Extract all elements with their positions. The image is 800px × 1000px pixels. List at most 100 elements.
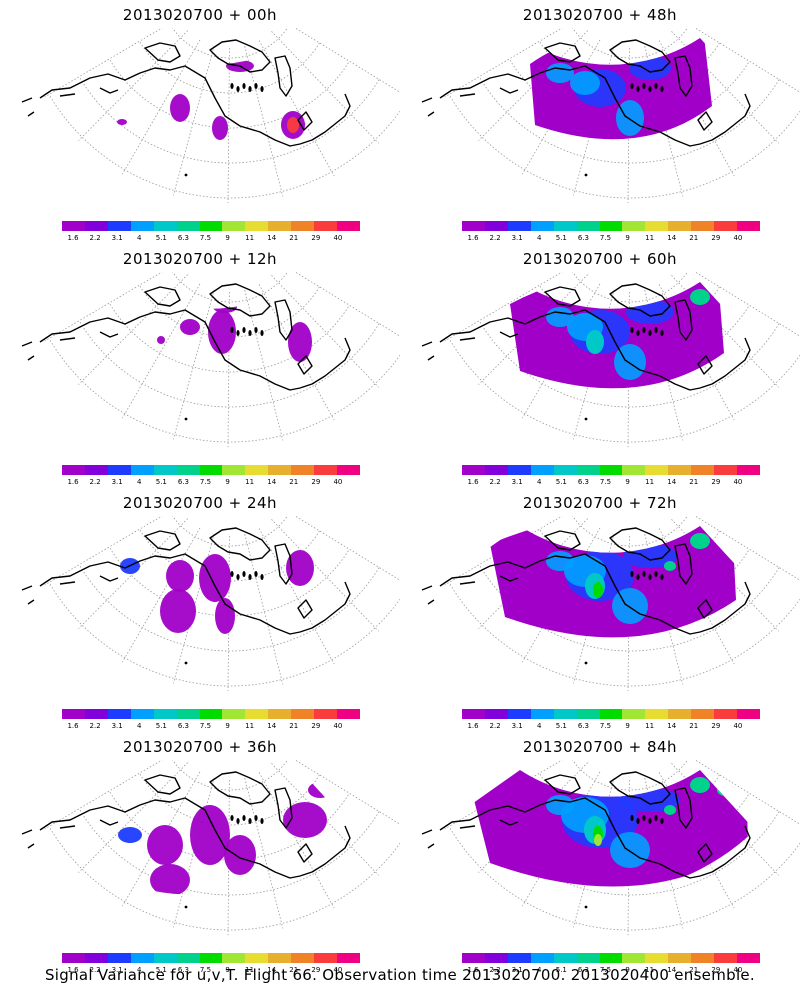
colorbar-tick-label: 11: [245, 966, 255, 974]
colorbar-labels: 1.6 2.2 3.1 4 5.1 6.3 7.5 9 11 14 21 29 40: [62, 478, 360, 488]
colorbar-swatch: [291, 465, 315, 475]
colorbar: [462, 221, 760, 231]
colorbar-tick-label: 21: [689, 478, 699, 486]
colorbar-swatch: [107, 953, 131, 963]
colorbar-tick-label: 4: [537, 234, 542, 242]
colorbar-swatch: [484, 953, 508, 963]
colorbar-tick-label: 2.2: [489, 966, 501, 974]
coastline: [421, 527, 751, 635]
map-panel: 2013020700 + 48h 1.6 2.2 3.1 4 5.1 6.3 7.5 9 11 14…: [400, 0, 800, 244]
colorbar-labels: 1.6 2.2 3.1 4 5.1 6.3 7.5 9 11 14 21 29 40: [462, 966, 760, 976]
colorbar-tick-label: 6.3: [177, 478, 189, 486]
map-panel: 2013020700 + 72h 1.6 2.2 3.1 4 5.1 6.3 7.5 9 11 14…: [400, 488, 800, 732]
colorbar-tick-label: 6.3: [577, 966, 589, 974]
panel-title: 2013020700 + 24h: [122, 494, 278, 512]
colorbar-swatch: [668, 221, 692, 231]
colorbar-tick-label: 4: [537, 478, 542, 486]
colorbar-tick-label: 21: [689, 234, 699, 242]
colorbar-swatch: [530, 953, 554, 963]
colorbar-swatch: [507, 465, 531, 475]
colorbar-tick-label: 7.5: [199, 722, 212, 730]
colorbar-tick-label: 3.1: [111, 478, 123, 486]
colorbar-labels: 1.6 2.2 3.1 4 5.1 6.3 7.5 9 11 14 21 29 40: [462, 478, 760, 488]
colorbar-labels: 1.6 2.2 3.1 4 5.1 6.3 7.5 9 11 14 21 29 40: [462, 234, 760, 244]
colorbar-swatch: [130, 953, 154, 963]
colorbar-tick-label: 4: [537, 722, 542, 730]
colorbar-tick-label: 40: [733, 722, 743, 730]
colorbar-tick-label: 7.5: [599, 234, 612, 242]
colorbar-tick-label: 9: [225, 966, 230, 974]
colorbar-tick-label: 4: [137, 234, 142, 242]
colorbar-tick-label: 9: [225, 234, 230, 242]
colorbar-tick-label: 2.2: [89, 234, 101, 242]
colorbar-tick-label: 6.3: [577, 234, 589, 242]
colorbar-swatch: [62, 953, 85, 963]
colorbar-swatch: [84, 465, 108, 475]
colorbar-swatch: [484, 221, 508, 231]
map-panel: 2013020700 + 24h 1.6 2.2 3.1 4 5.1 6.3 7.5 9 11 14…: [0, 488, 400, 732]
colorbar-swatch: [553, 465, 577, 475]
colorbar-swatch: [507, 221, 531, 231]
colorbar-tick-label: 7.5: [199, 234, 212, 242]
colorbar-tick-label: 5.1: [555, 966, 567, 974]
colorbar-tick-label: 11: [645, 966, 655, 974]
colorbar-swatch: [153, 709, 177, 719]
colorbar-swatch: [153, 221, 177, 231]
colorbar-tick-label: 5.1: [555, 234, 567, 242]
panel-title: 2013020700 + 60h: [522, 250, 678, 268]
colorbar-tick-label: 2.2: [89, 722, 101, 730]
colorbar-swatch: [576, 465, 600, 475]
colorbar-tick-label: 29: [311, 478, 321, 486]
colorbar-swatch: [599, 465, 623, 475]
colorbar-tick-label: 40: [733, 234, 743, 242]
colorbar: [62, 221, 360, 231]
colorbar-tick-label: 4: [537, 966, 542, 974]
colorbar-tick-label: 40: [333, 966, 343, 974]
colorbar-swatch: [553, 953, 577, 963]
colorbar-tick-label: 6.3: [177, 966, 189, 974]
polar-map: [21, 28, 400, 203]
colorbar-swatch: [462, 953, 485, 963]
colorbar-tick-label: 29: [711, 722, 721, 730]
panel-title: 2013020700 + 00h: [122, 6, 278, 24]
colorbar-swatch: [576, 953, 600, 963]
coastline: [421, 283, 751, 391]
colorbar-swatch: [484, 465, 508, 475]
colorbar-tick-label: 7.5: [199, 966, 212, 974]
colorbar-labels: 1.6 2.2 3.1 4 5.1 6.3 7.5 9 11 14 21 29 40: [62, 722, 360, 732]
colorbar-tick-label: 1.6: [467, 478, 479, 486]
colorbar-tick-label: 5.1: [155, 966, 167, 974]
colorbar-swatch: [462, 221, 485, 231]
map-panel: 2013020700 + 60h 1.6 2.2 3.1 4 5.1 6.3 7.5 9 11 14…: [400, 244, 800, 488]
colorbar-tick-label: 21: [689, 722, 699, 730]
colorbar-swatch: [314, 709, 338, 719]
panel-title: 2013020700 + 84h: [522, 738, 678, 756]
colorbar-swatch: [199, 709, 223, 719]
colorbar-swatch: [176, 465, 200, 475]
colorbar-swatch: [222, 953, 246, 963]
variance-field: [490, 526, 736, 638]
colorbar-tick-label: 40: [333, 722, 343, 730]
coastline: [21, 771, 351, 879]
colorbar-swatch: [199, 221, 223, 231]
colorbar-tick-label: 14: [667, 722, 677, 730]
colorbar: [462, 465, 760, 475]
colorbar-tick-label: 2.2: [89, 966, 101, 974]
coastline: [421, 39, 751, 147]
colorbar-swatch: [337, 709, 360, 719]
colorbar-tick-label: 40: [333, 478, 343, 486]
colorbar: [62, 465, 360, 475]
colorbar-swatch: [62, 709, 85, 719]
colorbar-tick-label: 11: [245, 478, 255, 486]
panel-title: 2013020700 + 48h: [522, 6, 678, 24]
colorbar-swatch: [268, 221, 292, 231]
colorbar-swatch: [553, 221, 577, 231]
map-panel: 2013020700 + 84h 1.6 2.2 3.1 4 5.1 6.3 7.5 9 11 14…: [400, 732, 800, 976]
colorbar-swatch: [314, 465, 338, 475]
colorbar-swatch: [462, 465, 485, 475]
colorbar-tick-label: 21: [689, 966, 699, 974]
colorbar-swatch: [737, 221, 760, 231]
colorbar-swatch: [245, 465, 269, 475]
polar-map: [421, 272, 800, 447]
colorbar-tick-label: 7.5: [599, 478, 612, 486]
